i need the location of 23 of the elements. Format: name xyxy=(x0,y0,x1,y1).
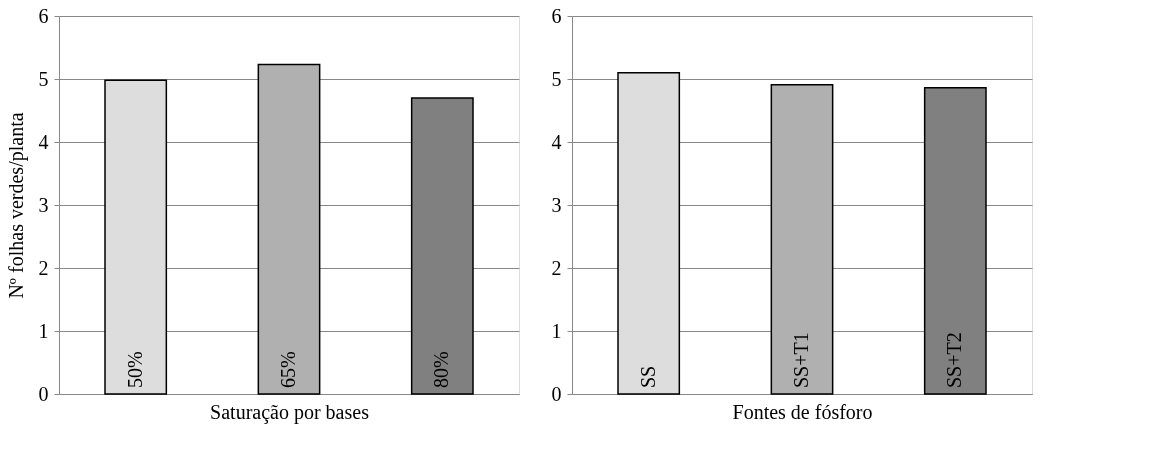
x-axis-title: Saturação por bases xyxy=(210,400,370,424)
y-tick-label: 0 xyxy=(551,382,562,405)
x-tick-label: SS+T1 xyxy=(790,332,812,388)
y-tick-label: 2 xyxy=(38,256,49,279)
x-axis-title: Fontes de fósforo xyxy=(732,400,873,423)
y-tick-label: 1 xyxy=(38,319,49,342)
x-tick-label: 65% xyxy=(277,351,299,388)
y-tick-label: 4 xyxy=(551,130,562,153)
y-axis-title: Nº folhas verdes/planta xyxy=(4,112,28,299)
y-tick-label: 3 xyxy=(38,193,49,216)
y-tick-label: 4 xyxy=(38,130,49,153)
x-tick-label: 80% xyxy=(430,351,453,388)
x-tick-label: 50% xyxy=(123,351,146,388)
y-tick-label: 1 xyxy=(551,319,562,342)
y-tick-label: 0 xyxy=(38,382,49,405)
y-tick-label: 5 xyxy=(38,67,49,90)
y-tick-label: 3 xyxy=(551,193,562,216)
x-tick-label: SS xyxy=(636,365,659,388)
x-tick-label: SS+T2 xyxy=(943,332,966,388)
y-tick-label: 5 xyxy=(551,67,562,90)
y-tick-label: 6 xyxy=(38,4,49,27)
y-tick-label: 6 xyxy=(551,4,562,27)
y-tick-label: 2 xyxy=(551,256,562,279)
